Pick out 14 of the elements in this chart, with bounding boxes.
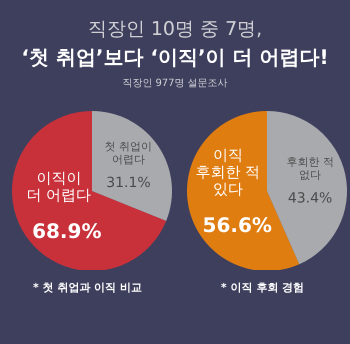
- chart-subtitle: 직장인 977명 설문조사: [121, 77, 229, 90]
- text: * 첫 취업과 이직 비교: [32, 280, 144, 295]
- data-label: 68.9%: [32, 218, 102, 243]
- text: * 이직 후회 경험: [220, 280, 306, 295]
- slice-label: 후회한 적 없다: [286, 155, 334, 182]
- slice-label: 이직이 더 어렵다: [26, 168, 92, 204]
- data-label: 31.1%: [106, 174, 151, 191]
- slice-label: 이직 후회한 적 있다: [195, 146, 260, 198]
- pie-slice: [12, 111, 166, 270]
- data-label: 43.4%: [288, 190, 332, 206]
- slice-label: 첫 취업이 어렵다: [104, 140, 152, 166]
- pie-slice: [92, 111, 172, 221]
- data-label: 56.6%: [202, 213, 272, 238]
- chart-title: 직장인 10명 중 7명, ‘첫 취업’보다 ‘이직’이 더 어렵다!: [20, 17, 330, 71]
